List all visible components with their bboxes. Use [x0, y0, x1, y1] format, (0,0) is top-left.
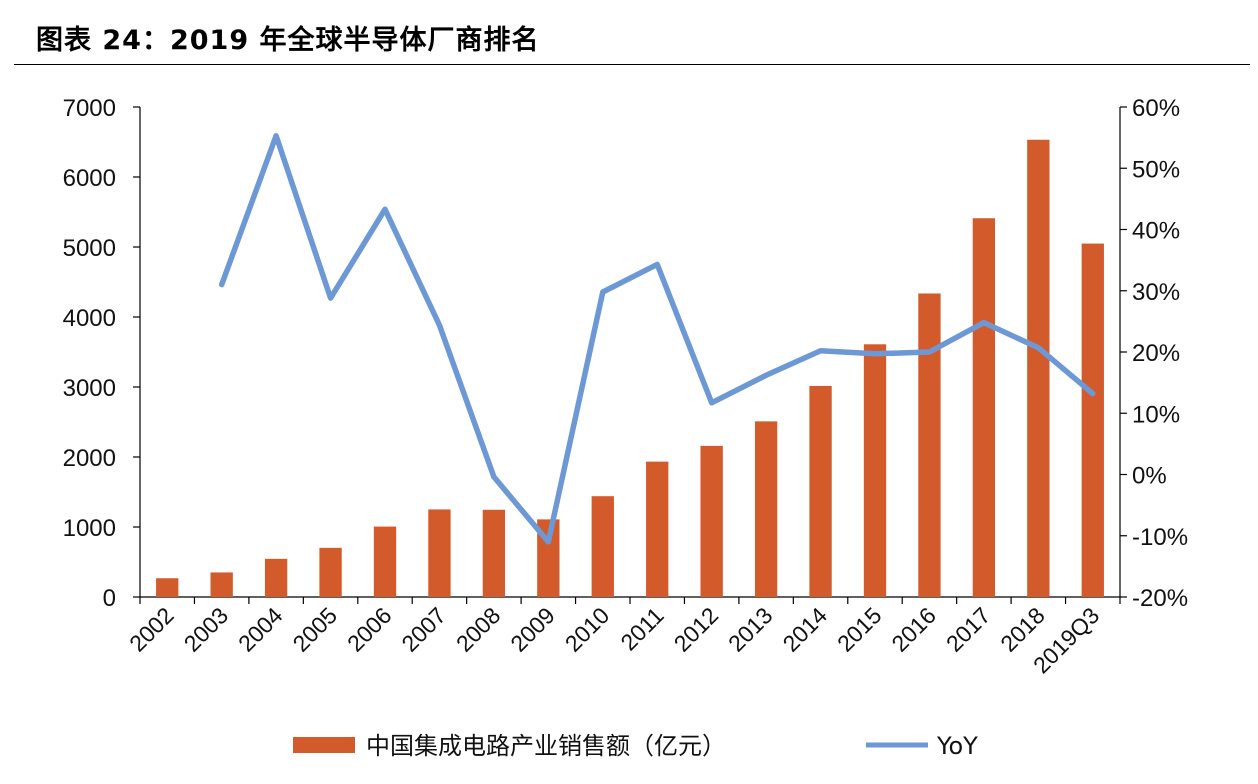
x-tick-label: 2008: [451, 602, 506, 657]
bar: [591, 496, 614, 597]
y-left-tick-label: 1000: [63, 515, 116, 542]
axes: 0 1000 2000 3000 4000 5000 6000 7000 -20% -10% 0% 1…: [63, 95, 1188, 612]
y-right-tick-label: -10%: [1132, 524, 1188, 551]
bar: [1027, 139, 1050, 597]
x-tick-label: 2016: [886, 602, 941, 657]
bar: [918, 293, 941, 597]
y-right-tick-label: 0%: [1132, 463, 1167, 490]
bar: [700, 445, 723, 597]
bar: [319, 547, 342, 597]
y-left-tick-label: 2000: [63, 445, 116, 472]
bar: [1081, 243, 1104, 597]
x-tick-label: 2003: [179, 602, 234, 657]
line-series: [218, 133, 1096, 545]
y-left-tick-label: 0: [103, 585, 116, 612]
y-right-tick-label: 20%: [1132, 340, 1180, 367]
x-tick-label: 2010: [560, 602, 615, 657]
x-tick-label: 2017: [941, 602, 996, 657]
bar: [428, 509, 451, 597]
bar: [754, 421, 778, 597]
y-right-tick-label: 40%: [1132, 218, 1180, 245]
x-tick-label: 2005: [288, 602, 343, 657]
x-tick-label: 2014: [778, 602, 833, 657]
x-tick-label: 2011: [615, 602, 668, 655]
y-left-tick-label: 3000: [63, 375, 116, 402]
y-right-tick-label: 50%: [1132, 156, 1180, 183]
bar: [646, 461, 669, 597]
caption-rule: [14, 64, 1250, 65]
bar: [972, 218, 996, 598]
x-tick-labels: 2002 2003 2004 2005 2006 2007 2008 2009 2010 2011…: [124, 602, 1104, 678]
y-left-tick-label: 6000: [63, 165, 116, 192]
legend-label-bar: 中国集成电路产业销售额（亿元）: [366, 732, 726, 760]
y-left-tick-label: 5000: [63, 235, 116, 262]
y-right-tick-label: -20%: [1132, 585, 1188, 612]
bar: [156, 578, 179, 597]
y-right-tick-label: 30%: [1132, 279, 1180, 306]
x-tick-label: 2002: [124, 602, 179, 657]
y-left-tick-label: 4000: [63, 305, 116, 332]
x-tick-label: 2009: [505, 602, 560, 657]
legend-swatch-bar: [293, 737, 355, 753]
x-tick-label: 2012: [669, 602, 724, 657]
bar: [210, 572, 233, 597]
legend: 中国集成电路产业销售额（亿元） YoY: [293, 732, 978, 760]
bar: [373, 526, 397, 597]
legend-label-line: YoY: [936, 732, 978, 760]
bar: [482, 509, 506, 597]
bar: [264, 558, 288, 597]
y-right-tick-label: 10%: [1132, 401, 1180, 428]
bar-series: [156, 139, 1104, 598]
x-tick-label: 2013: [723, 602, 778, 657]
bar: [863, 344, 887, 597]
x-tick-label: 2015: [832, 602, 887, 657]
x-tick-label: 2007: [396, 602, 451, 657]
y-left-tick-label: 7000: [63, 95, 116, 122]
x-tick-label: 2006: [342, 602, 397, 657]
x-tick-label: 2004: [233, 602, 288, 657]
y-right-tick-label: 60%: [1132, 95, 1180, 122]
bar: [809, 385, 832, 597]
figure-caption: 图表 24：2019 年全球半导体厂商排名: [36, 25, 540, 56]
